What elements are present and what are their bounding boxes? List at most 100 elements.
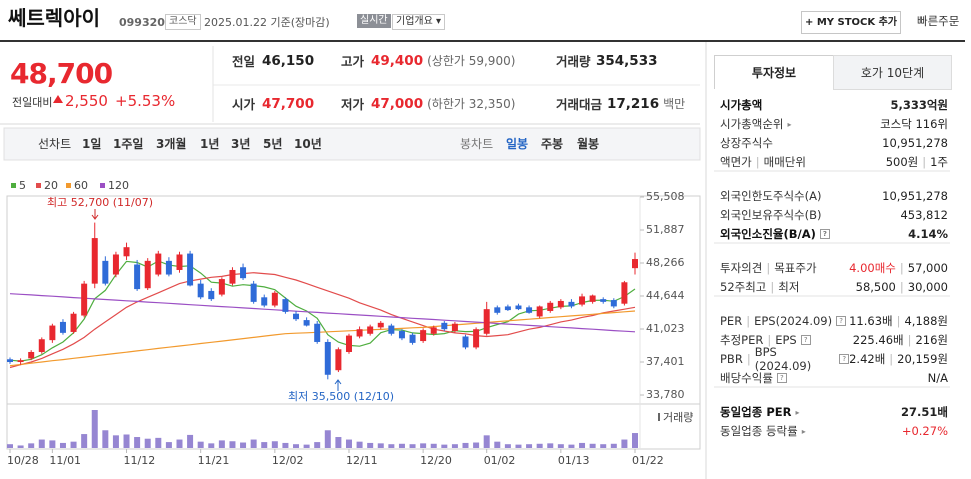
info-label: 목표주가 [774, 261, 817, 275]
period-tab[interactable]: 주봉 [541, 137, 564, 151]
info-labels: PBR | BPS (2024.09)? [720, 345, 850, 373]
period-tab[interactable]: 3년 [231, 137, 251, 151]
candle-body [314, 323, 321, 342]
candle-body [504, 306, 511, 311]
volume-bar [335, 437, 342, 448]
info-label: 배당수익률 [720, 371, 773, 385]
candle-body [420, 330, 427, 342]
candle-body [568, 301, 575, 307]
quote-value: 46,150 [262, 53, 315, 69]
volume-bar [388, 444, 395, 448]
info-labels: 외국인소진율(B/A)? [720, 226, 908, 242]
change-value: 2,550 [65, 92, 108, 110]
candle-body [536, 306, 543, 317]
my-stock-text[interactable]: + MY STOCK 추가 [804, 16, 898, 28]
info-labels: PER | EPS(2024.09)? [720, 314, 849, 328]
info-values: 58,500 | 30,000 [856, 280, 948, 294]
quote-value: 354,533 [596, 53, 658, 69]
info-label: 최저 [778, 280, 800, 294]
candle-body [134, 264, 141, 290]
period-tab[interactable]: 10년 [294, 137, 322, 151]
volume-bar [70, 441, 77, 448]
candle-body [303, 320, 310, 326]
quote-extra: 백만 [663, 97, 686, 111]
company-info-text[interactable]: 기업개요 [396, 16, 433, 27]
volume-label: 거래량 [663, 411, 693, 424]
candle-body [388, 325, 395, 334]
sidebar-tab[interactable]: 투자정보 [714, 55, 834, 89]
candle-body [621, 282, 628, 304]
x-tick-label: 10/28 [7, 454, 39, 467]
volume-bar [314, 442, 321, 448]
volume-bar [324, 430, 331, 448]
info-label: 동일업종 PER [720, 405, 792, 419]
candle-body [261, 297, 268, 306]
info-label: PBR [720, 352, 743, 366]
sidebar-tab[interactable]: 호가 10단계 [833, 55, 952, 90]
period-tab[interactable]: 1년 [200, 137, 220, 151]
quick-order[interactable]: 빠른주문 [917, 14, 960, 28]
candle-body [367, 326, 374, 334]
pipe: | [755, 155, 760, 169]
my-stock-button[interactable]: + MY STOCK 추가 [801, 11, 901, 34]
period-tab[interactable]: 월봉 [577, 137, 600, 151]
change-rate: +5.53% [115, 92, 176, 110]
volume-bar [345, 439, 352, 448]
ma-line [9, 272, 636, 369]
info-label: 동일업종 등락률 [720, 424, 798, 438]
pipe: | [922, 155, 927, 169]
info-row: PBR | BPS (2024.09)? 2.42배 | 20,159원 [720, 345, 948, 373]
legend-label: 20 [44, 179, 58, 192]
pipe: | [746, 352, 751, 366]
volume-bar [144, 438, 151, 448]
period-tab[interactable]: 5년 [263, 137, 283, 151]
volume-bar [420, 443, 427, 448]
sidebar-tab-text[interactable]: 투자정보 [751, 65, 797, 80]
period-tab[interactable]: 1주일 [113, 137, 144, 151]
info-values: 5,333억원 [890, 97, 948, 113]
quote-extra: (상한가 59,900) [427, 54, 516, 68]
info-label: 투자의견 [720, 261, 763, 275]
info-row: 액면가 | 매매단위 500원 | 1주 [720, 154, 948, 170]
candle-body [240, 267, 247, 279]
candle-body [547, 302, 554, 311]
volume-bar [494, 441, 501, 448]
period-tab[interactable]: 일봉 [506, 137, 529, 151]
sidebar-tab-text[interactable]: 호가 10단계 [860, 65, 925, 80]
quote-value-group: 47,700 [262, 97, 314, 112]
info-labels: 상장주식수 [720, 135, 882, 151]
candle-body [282, 299, 289, 312]
info-value: 225.46배 [852, 333, 904, 347]
volume-bar [579, 442, 586, 448]
info-labels: 투자의견 | 목표주가 [720, 260, 849, 276]
info-row: 동일업종 등락률 ▸ +0.27% [720, 423, 948, 439]
pipe: | [907, 333, 912, 347]
candle-body [293, 313, 300, 320]
volume-bar [112, 435, 119, 448]
info-label: 외국인한도주식수(A) [720, 189, 822, 203]
volume-bar [293, 444, 300, 448]
volume-bar [123, 434, 130, 448]
info-labels: 추정PER | EPS? [720, 332, 853, 348]
info-value: 30,000 [907, 280, 948, 294]
pipe: | [889, 352, 894, 366]
volume-bar [621, 439, 628, 448]
volume-bar [17, 445, 24, 448]
info-row: 상장주식수 10,951,278 [720, 135, 948, 151]
period-tab[interactable]: 1일 [82, 137, 102, 151]
info-value: 4.14% [908, 227, 948, 241]
pipe: | [746, 314, 751, 328]
quote-label: 저가 [341, 97, 365, 112]
info-row: 외국인보유주식수(B) 453,812 [720, 207, 948, 223]
plot-frame [6, 195, 701, 450]
quote-value: 17,216 [607, 96, 660, 112]
company-info[interactable]: 기업개요 ▾ [392, 14, 446, 30]
y-tick-label: 55,508 [646, 190, 685, 203]
stock-code: 099320 [119, 16, 165, 29]
period-tab[interactable]: 3개월 [156, 137, 187, 151]
pipe: | [896, 314, 901, 328]
info-row: 52주최고 | 최저 58,500 | 30,000 [720, 279, 948, 295]
info-values: 10,951,278 [882, 136, 948, 150]
ma-line [9, 310, 636, 367]
volume-bar [218, 440, 225, 448]
